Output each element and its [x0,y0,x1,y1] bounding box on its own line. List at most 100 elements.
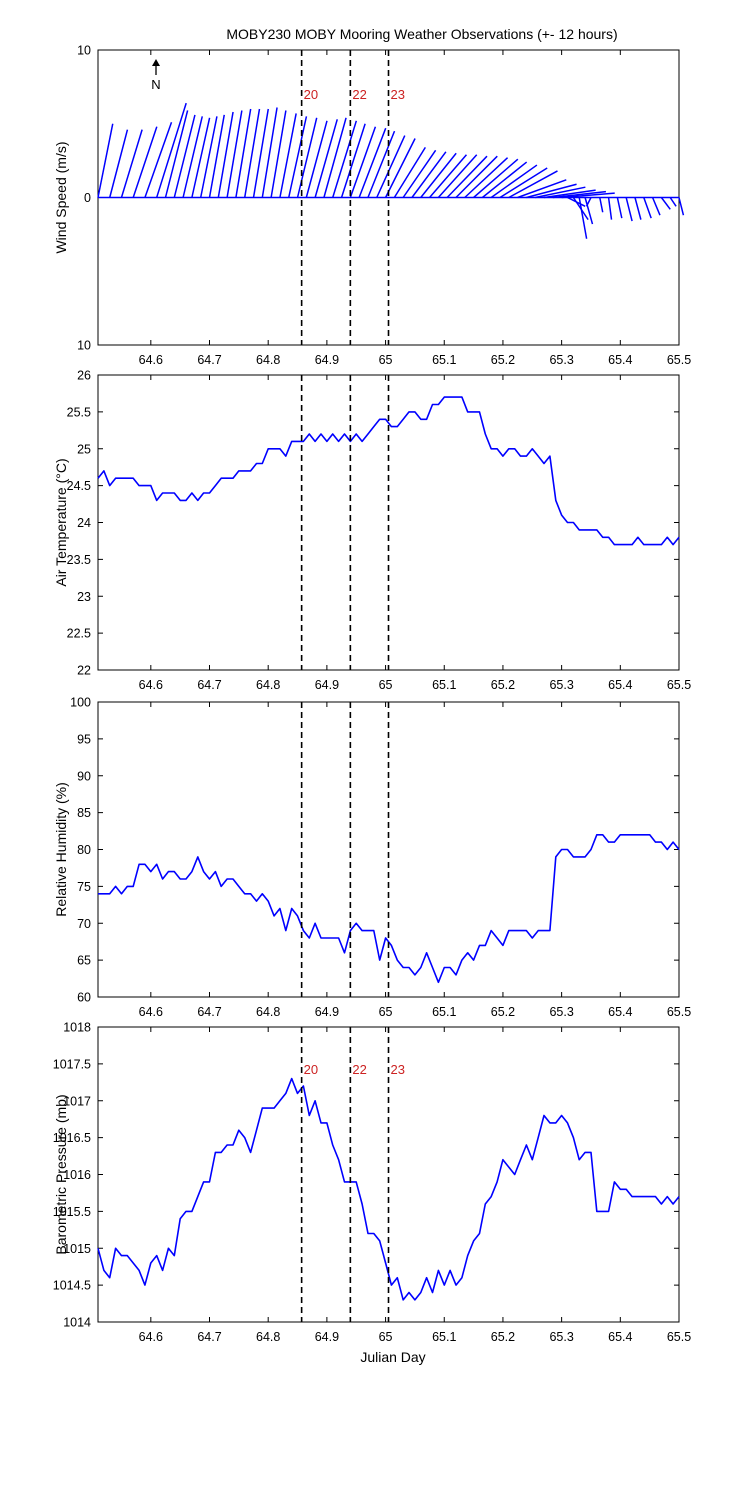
x-tick-label: 65.3 [549,1330,573,1344]
wind-stick [144,122,173,198]
wind-stick [585,197,592,207]
x-tick-label: 64.9 [315,1330,339,1344]
wind-stick [508,170,558,199]
x-tick-label: 64.6 [139,1330,163,1344]
x-tick-label: 65.3 [549,353,573,367]
wind-stick [599,197,604,213]
x-tick-label: 64.9 [315,353,339,367]
x-tick-label: 65.2 [491,353,515,367]
wind-stick [543,189,596,199]
x-tick-label: 64.7 [197,1330,221,1344]
wind-stick [535,186,586,199]
x-tick-label: 65.2 [491,1005,515,1019]
y-tick-label: 24.5 [67,479,91,493]
x-tick-label: 64.8 [256,353,280,367]
x-tick-label: 64.7 [197,1005,221,1019]
wind-stick [481,161,528,199]
wind-stick [332,120,358,198]
event-marker-label: 23 [391,87,405,102]
wind-stick [634,197,642,220]
x-tick-label: 65 [379,353,393,367]
event-marker-label: 20 [304,87,318,102]
y-tick-label: 1018 [63,1021,91,1035]
wind-stick [155,102,187,198]
y-tick-label: 100 [70,696,91,710]
wind-stick [552,190,607,199]
wind-stick [109,129,129,198]
wind-stick [411,151,447,198]
wind-stick [376,135,406,198]
wind-stick [669,197,677,207]
y-axis-label: Barometric Pressure (mb) [53,1094,69,1254]
y-tick-label: 1014.5 [53,1279,91,1293]
x-tick-label: 65.1 [432,678,456,692]
y-tick-label: 1015.5 [53,1205,91,1219]
north-arrow-icon: N [151,59,161,92]
wind-stick [402,149,437,198]
x-tick-label: 65.2 [491,678,515,692]
x-axis-label: Julian Day [360,1349,425,1365]
wind-stick [437,154,478,199]
wind-stick [132,126,158,198]
wind-stick [173,114,196,198]
y-tick-label: 24 [77,516,91,530]
wind-stick [464,157,509,199]
wind-stick [164,110,189,198]
x-tick-label: 64.8 [256,678,280,692]
wind-stick [455,155,498,199]
wind-stick [226,110,243,198]
y-axis-label: Air Temperature (°C) [53,458,69,586]
x-tick-label: 65 [379,1330,393,1344]
event-marker-label: 22 [352,87,366,102]
wind-stick [279,113,297,198]
x-tick-label: 65.5 [667,678,691,692]
wind-stick [208,114,225,198]
x-tick-label: 65.3 [549,1005,573,1019]
wind-stick [97,123,114,198]
x-tick-label: 65.5 [667,1005,691,1019]
wind-stick [252,108,270,198]
wind-stick [584,197,594,225]
x-tick-label: 65.4 [608,1330,632,1344]
wind-stick [660,197,671,210]
wind-stick [296,117,318,198]
y-tick-label: 23 [77,590,91,604]
x-tick-label: 64.9 [315,678,339,692]
y-axis-label: Relative Humidity (%) [53,782,69,917]
wind-stick [678,197,685,216]
y-tick-label: 1014 [63,1316,91,1330]
x-tick-label: 65.1 [432,1005,456,1019]
y-tick-label: 25.5 [67,405,91,419]
x-tick-label: 64.8 [256,1005,280,1019]
y-tick-label: 65 [77,954,91,968]
x-tick-label: 64.8 [256,1330,280,1344]
y-tick-label: 70 [77,917,91,931]
wind-stick [243,108,261,198]
x-tick-label: 64.7 [197,353,221,367]
y-tick-label: 25 [77,442,91,456]
x-tick-label: 65 [379,1005,393,1019]
wind-stick [446,155,488,199]
wind-stick [420,152,457,198]
panel-pressure: 1014 1014.5 1015 1015.5 1016 1016.5 1017 1017.5… [53,1021,691,1345]
event-marker-label: 20 [304,1062,318,1077]
y-tick-label: 26 [77,369,91,383]
data-line [97,396,680,546]
wind-stick [616,197,623,219]
wind-stick [235,108,252,198]
x-tick-label: 64.9 [315,1005,339,1019]
y-tick-label: 1015 [63,1242,91,1256]
wind-stick [340,123,366,198]
wind-stick [182,116,204,198]
wind-stick [367,130,396,198]
y-axis-label: Wind Speed (m/s) [53,141,69,253]
x-tick-label: 64.6 [139,1005,163,1019]
wind-stick [261,107,278,198]
x-tick-label: 65.5 [667,1330,691,1344]
figure-title: MOBY230 MOBY Mooring Weather Observation… [226,26,617,42]
panel-air-temperature: 22 22.5 23 23.5 24 24.5 25 25.5 26 64.6 64.7 64.8 64… [53,369,691,693]
x-tick-label: 65.4 [608,1005,632,1019]
x-tick-label: 65.1 [432,1330,456,1344]
event-marker-label: 22 [352,1062,366,1077]
y-tick-label: 22 [77,664,91,678]
